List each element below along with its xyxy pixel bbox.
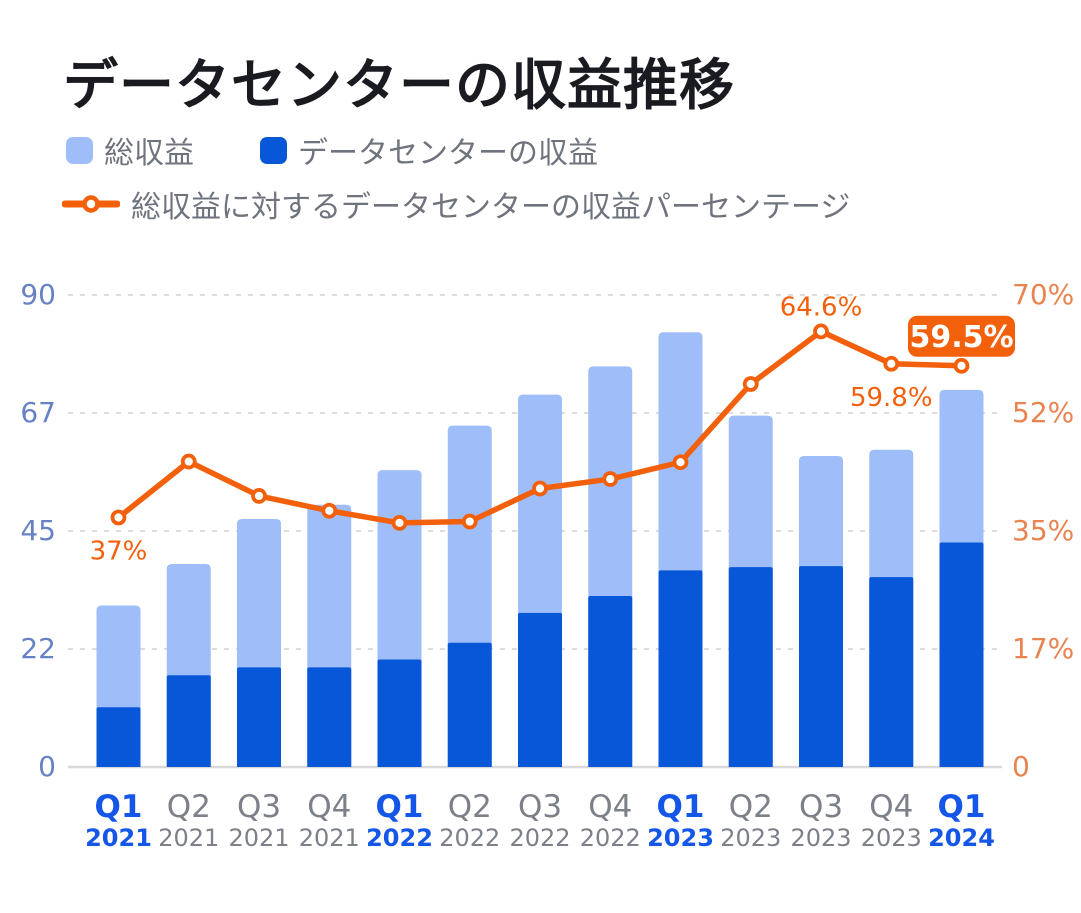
right-axis-tick-label: 35% [1012,514,1074,547]
bar-dc-revenue [658,570,703,767]
pct-annotation: 64.6% [780,292,863,322]
x-label-year: 2022 [366,824,433,852]
pct-line-marker [953,357,970,374]
x-label-year: 2021 [85,824,152,852]
legend-row-line: 総収益に対するデータセンターの収益パーセンテージ [62,188,850,225]
x-label-year: 2023 [861,824,922,852]
x-label-year: 2022 [439,824,500,852]
right-axis-tick-label: 17% [1012,632,1074,665]
dc-revenue-legend-label: データセンターの収益 [298,136,598,171]
dc-revenue-swatch-icon [260,136,287,164]
pct-line-marker [672,454,689,471]
x-label-year: 2021 [158,824,219,852]
bar-dc-revenue [939,542,984,767]
bar-dc-revenue [237,667,281,767]
pct-line-marker [321,502,338,519]
x-label-year: 2024 [928,824,995,852]
bar-dc-revenue [377,659,422,767]
bar-dc-revenue [96,707,141,767]
x-label-year: 2023 [790,824,851,852]
x-label-year: 2022 [509,824,570,852]
pct-line-marker [813,323,829,340]
bar-dc-revenue [447,642,492,767]
x-label-year: 2021 [228,824,289,852]
x-label-quarter: Q3 [518,789,562,825]
pct-line-marker [602,471,619,487]
x-label-quarter: Q4 [307,789,351,825]
x-label-year: 2022 [580,824,641,852]
pct-line-marker [110,509,127,526]
pct-line-swatch-marker [82,195,100,213]
pct-legend-label: 総収益に対するデータセンターの収益パーセンテージ [131,190,851,225]
x-label-quarter: Q1 [938,789,986,825]
x-label-quarter: Q4 [588,789,632,825]
pct-annotation: 37% [90,537,148,567]
x-label-quarter: Q2 [167,789,211,825]
bar-dc-revenue [588,596,633,767]
pct-annotation: 59.8% [850,383,933,413]
bar-dc-revenue [869,577,914,767]
left-axis-tick-label: 45 [20,514,56,547]
left-axis-tick-label: 67 [20,396,56,429]
pct-line-marker [461,513,478,530]
pct-line-marker [180,453,197,470]
right-axis-tick-label: 0 [1012,750,1030,783]
x-label-quarter: Q3 [237,789,281,825]
pct-badge-label: 59.5% [909,320,1013,355]
bar-dc-revenue [518,612,562,767]
legend-row-bars: 総収益 データセンターの収益 [66,135,598,171]
pct-line-marker [532,480,548,497]
right-axis-tick-label: 52% [1012,396,1074,429]
x-label-quarter: Q1 [95,789,143,825]
bar-dc-revenue [799,566,843,767]
bar-dc-revenue [166,675,211,767]
x-label-quarter: Q2 [448,789,492,825]
left-axis-tick-label: 22 [20,632,56,665]
total-revenue-swatch-icon [66,136,93,164]
x-label-year: 2023 [720,824,781,852]
total-revenue-legend-label: 総収益 [104,136,194,171]
pct-line-swatch-icon [62,195,120,213]
pct-line-marker [391,515,408,531]
x-label-quarter: Q2 [729,789,773,825]
x-label-quarter: Q1 [657,789,705,825]
pct-line-marker [742,376,759,392]
left-axis-tick-label: 90 [20,278,56,311]
page-title: データセンターの収益推移 [63,53,736,117]
x-label-quarter: Q4 [869,789,913,825]
pct-badge [908,315,1015,357]
x-label-year: 2021 [299,824,360,852]
left-axis-tick-label: 0 [38,750,56,783]
x-label-quarter: Q3 [799,789,843,825]
bar-dc-revenue [307,667,352,767]
right-axis-tick-label: 70% [1012,278,1074,311]
bar-dc-revenue [728,567,773,767]
x-label-quarter: Q1 [376,789,424,825]
pct-line-marker [251,488,267,504]
x-label-year: 2023 [647,824,714,852]
pct-line-marker [883,355,900,372]
